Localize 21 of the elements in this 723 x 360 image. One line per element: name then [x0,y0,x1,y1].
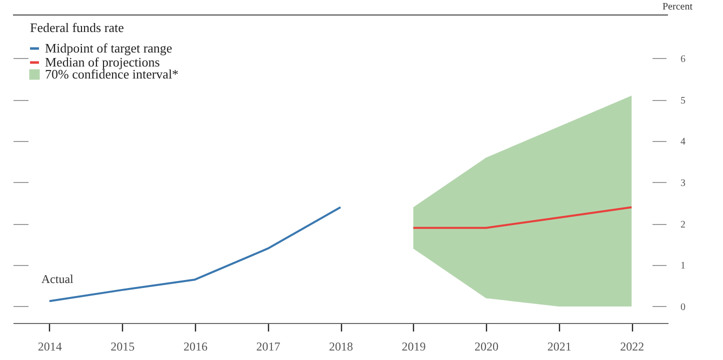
x-tick-label: 2014 [38,340,62,354]
y-tick-label: 3 [680,178,686,189]
y-tick-label: 5 [680,95,686,106]
y-tick-label: 4 [680,136,686,148]
x-tick-label: 2016 [183,340,208,354]
x-tick-label: 2021 [547,340,572,354]
x-tick-label: 2022 [620,340,644,354]
x-tick-label: 2019 [402,340,426,354]
y-tick-label: 6 [680,54,686,65]
x-tick-label: 2020 [474,340,499,354]
annotation: Actual [41,272,74,286]
y-axis-title: Percent [662,2,693,12]
y-tick-label: 0 [680,302,686,313]
legend-label: Median of projections [45,54,160,70]
x-tick-label: 2017 [256,340,280,354]
legend-label: Midpoint of target range [45,40,172,56]
y-tick-label: 2 [680,219,686,230]
chart-title: Federal funds rate [30,20,124,35]
y-tick-label: 1 [680,260,686,272]
x-tick-label: 2018 [329,340,353,354]
x-tick-label: 2015 [110,340,135,354]
